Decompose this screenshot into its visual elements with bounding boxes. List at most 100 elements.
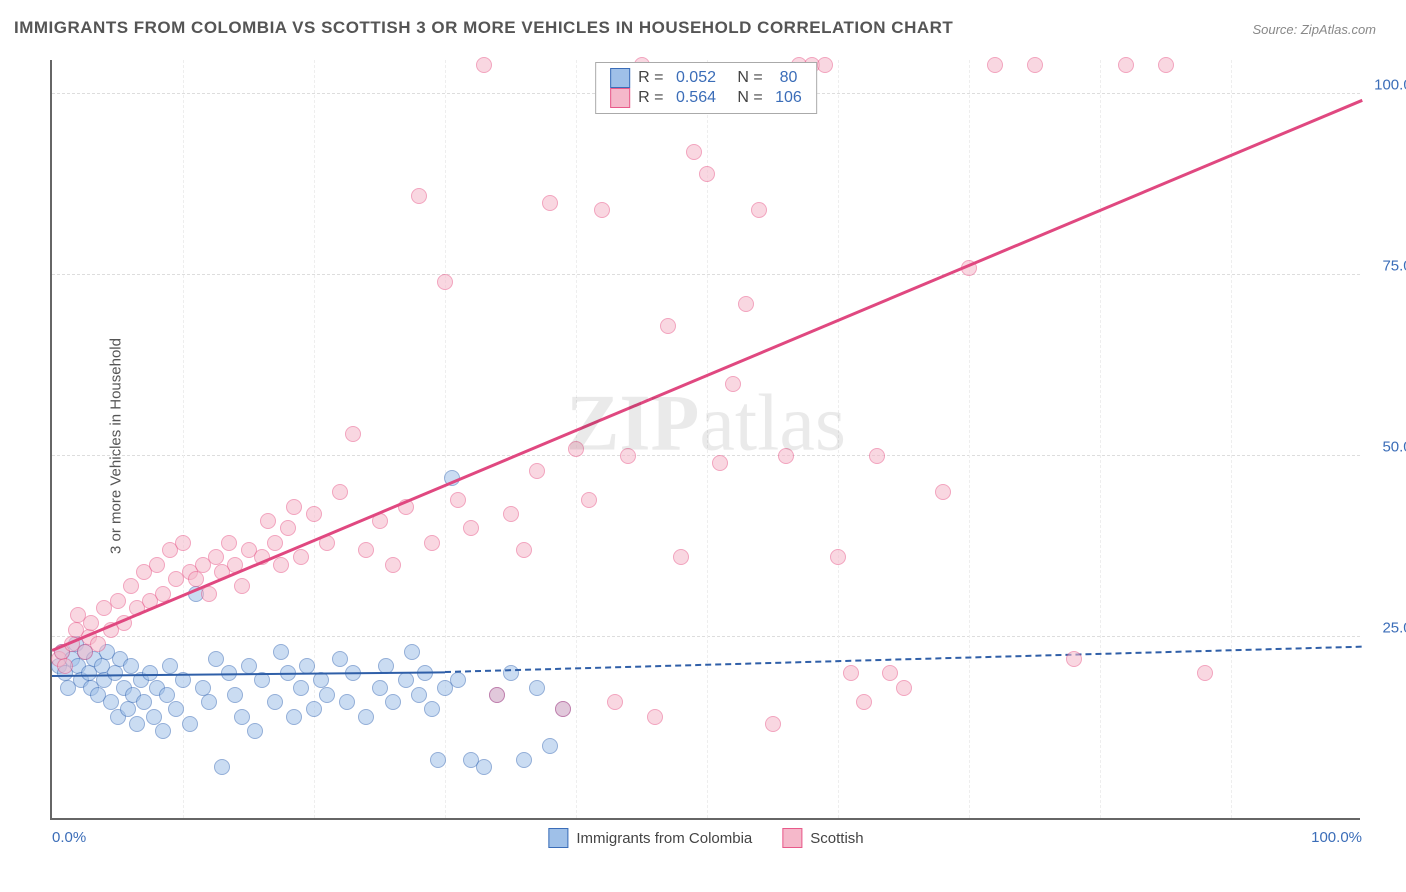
data-point-colombia [306,701,322,717]
data-point-scottish [778,448,794,464]
data-point-scottish [843,665,859,681]
data-point-colombia [450,672,466,688]
data-point-scottish [110,593,126,609]
y-tick-label: 100.0% [1374,77,1406,94]
plot-area: ZIPatlas R = 0.052 N = 80 R = 0.564 N = … [50,60,1360,820]
gridline-v [969,60,970,818]
gridline-h [52,455,1360,456]
n-value-1: 80 [780,69,798,87]
data-point-colombia [129,716,145,732]
data-point-colombia [424,701,440,717]
data-point-scottish [712,455,728,471]
data-point-colombia [182,716,198,732]
data-point-scottish [607,694,623,710]
data-point-scottish [424,535,440,551]
data-point-colombia [332,651,348,667]
data-point-colombia [162,658,178,674]
data-point-scottish [57,658,73,674]
data-point-colombia [529,680,545,696]
x-tick-label: 100.0% [1311,829,1362,846]
data-point-scottish [869,448,885,464]
gridline-v [445,60,446,818]
gridline-h [52,274,1360,275]
data-point-colombia [159,687,175,703]
data-point-colombia [404,644,420,660]
data-point-scottish [306,506,322,522]
data-point-scottish [489,687,505,703]
data-point-scottish [817,57,833,73]
data-point-colombia [358,709,374,725]
legend-stats: R = 0.052 N = 80 R = 0.564 N = 106 [595,62,817,114]
data-point-scottish [751,202,767,218]
data-point-colombia [319,687,335,703]
legend-item-1: Immigrants from Colombia [548,828,752,848]
data-point-colombia [430,752,446,768]
data-point-colombia [208,651,224,667]
data-point-scottish [149,557,165,573]
x-tick-label: 0.0% [52,829,86,846]
data-point-scottish [568,441,584,457]
data-point-scottish [725,376,741,392]
y-tick-label: 25.0% [1382,620,1406,637]
data-point-colombia [241,658,257,674]
data-point-scottish [594,202,610,218]
data-point-colombia [542,738,558,754]
data-point-colombia [227,687,243,703]
legend-swatch-bottom-2 [782,828,802,848]
gridline-v [838,60,839,818]
data-point-scottish [856,694,872,710]
legend-label-1: Immigrants from Colombia [576,830,752,847]
data-point-scottish [1027,57,1043,73]
source-attribution: Source: ZipAtlas.com [1252,22,1376,37]
data-point-colombia [339,694,355,710]
r-value-1: 0.052 [676,69,716,87]
data-point-colombia [214,759,230,775]
data-point-colombia [107,665,123,681]
data-point-scottish [660,318,676,334]
legend-label-2: Scottish [810,830,863,847]
data-point-colombia [372,680,388,696]
data-point-scottish [830,549,846,565]
data-point-scottish [765,716,781,732]
gridline-v [576,60,577,818]
data-point-colombia [267,694,283,710]
data-point-scottish [411,188,427,204]
data-point-scottish [437,274,453,290]
data-point-scottish [896,680,912,696]
data-point-scottish [286,499,302,515]
data-point-scottish [1118,57,1134,73]
data-point-colombia [155,723,171,739]
data-point-colombia [234,709,250,725]
legend-swatch-2 [610,88,630,108]
data-point-scottish [581,492,597,508]
data-point-scottish [201,586,217,602]
data-point-scottish [450,492,466,508]
data-point-colombia [120,701,136,717]
n-value-2: 106 [775,89,802,107]
data-point-colombia [273,644,289,660]
data-point-scottish [280,520,296,536]
data-point-colombia [385,694,401,710]
legend-item-2: Scottish [782,828,863,848]
data-point-scottish [332,484,348,500]
data-point-scottish [385,557,401,573]
gridline-h [52,636,1360,637]
y-tick-label: 50.0% [1382,439,1406,456]
data-point-scottish [358,542,374,558]
data-point-scottish [175,535,191,551]
data-point-scottish [647,709,663,725]
data-point-scottish [123,578,139,594]
data-point-colombia [146,709,162,725]
data-point-scottish [1158,57,1174,73]
data-point-scottish [673,549,689,565]
data-point-scottish [476,57,492,73]
data-point-scottish [273,557,289,573]
data-point-scottish [463,520,479,536]
data-point-scottish [234,578,250,594]
data-point-colombia [123,658,139,674]
legend-stats-row-2: R = 0.564 N = 106 [610,88,802,108]
data-point-scottish [221,535,237,551]
data-point-scottish [686,144,702,160]
regression-line-colombia [445,646,1362,673]
data-point-scottish [620,448,636,464]
